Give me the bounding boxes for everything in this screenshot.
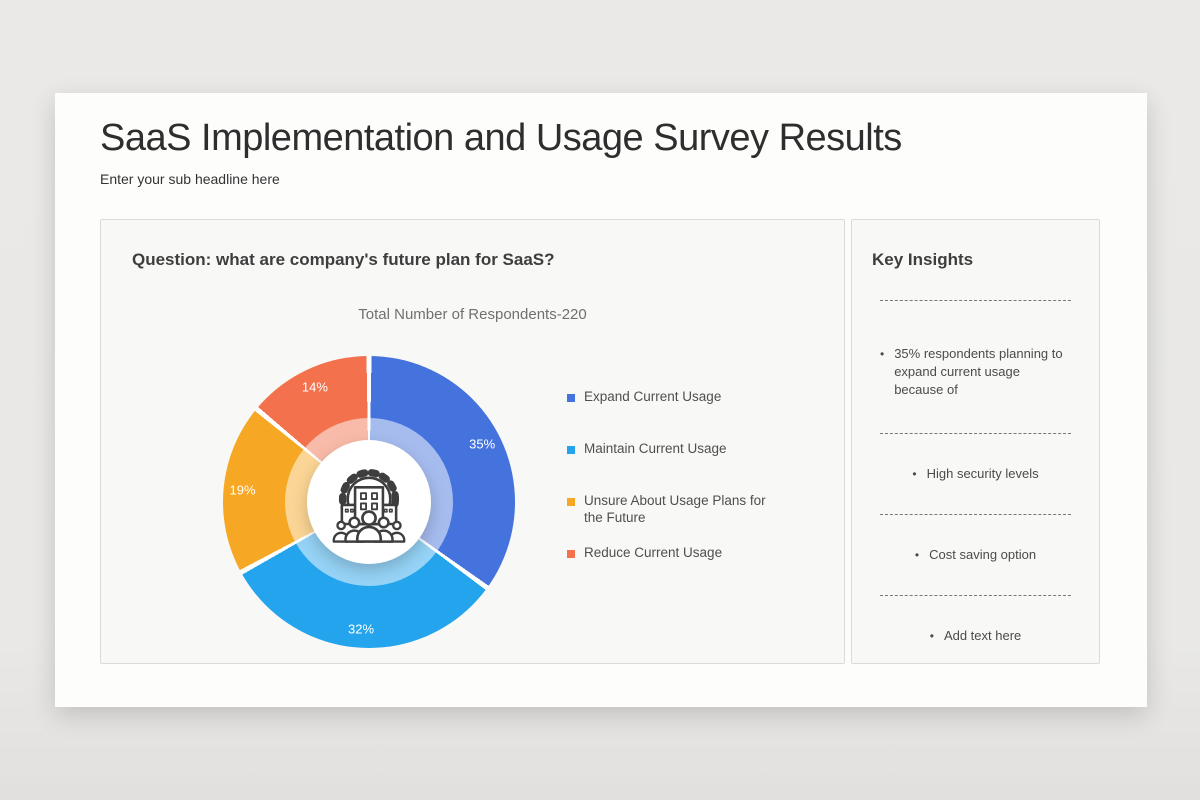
legend-item: Unsure About Usage Plans for the Future bbox=[567, 493, 784, 527]
slide: SaaS Implementation and Usage Survey Res… bbox=[55, 93, 1147, 707]
slide-subtitle: Enter your sub headline here bbox=[100, 171, 280, 187]
survey-question: Question: what are company's future plan… bbox=[132, 250, 555, 269]
survey-chart-panel: Question: what are company's future plan… bbox=[100, 219, 845, 664]
legend-swatch-icon bbox=[567, 446, 575, 454]
insight-item: • Add text here bbox=[880, 627, 1071, 645]
key-insights-list: • 35% respondents planning to expand curr… bbox=[872, 300, 1079, 676]
organization-gear-people-icon bbox=[329, 469, 409, 546]
insight-item: • Cost saving option bbox=[880, 546, 1071, 564]
legend-item: Reduce Current Usage bbox=[567, 545, 722, 562]
key-insights-panel: Key Insights • 35% respondents planning t… bbox=[851, 219, 1100, 664]
donut-segment-label: 35% bbox=[469, 436, 496, 452]
legend-label: Maintain Current Usage bbox=[584, 441, 727, 456]
donut-segment-label: 14% bbox=[301, 379, 328, 395]
legend-swatch-icon bbox=[567, 498, 575, 506]
insight-text: Add text here bbox=[943, 627, 1022, 643]
legend-label: Unsure About Usage Plans for the Future bbox=[584, 493, 766, 525]
insight-text: 35% respondents planning to expand curre… bbox=[894, 346, 1063, 398]
insight-item: • High security levels bbox=[880, 465, 1071, 483]
insight-text: High security levels bbox=[926, 465, 1039, 481]
legend-label: Reduce Current Usage bbox=[584, 545, 723, 560]
legend-swatch-icon bbox=[567, 550, 575, 558]
dashed-divider bbox=[880, 432, 1071, 434]
donut-segment-label: 32% bbox=[348, 621, 375, 637]
bullet-point-icon: • bbox=[912, 466, 917, 481]
dashed-divider bbox=[880, 594, 1071, 596]
dashed-divider bbox=[880, 513, 1071, 515]
dashed-divider bbox=[880, 300, 1071, 301]
key-insights-heading: Key Insights bbox=[872, 250, 974, 269]
donut-center-badge bbox=[307, 440, 431, 564]
donut-chart: 35% 32% 19% 14% bbox=[223, 356, 515, 648]
bullet-point-icon: • bbox=[914, 547, 920, 562]
page-title: SaaS Implementation and Usage Survey Res… bbox=[100, 117, 902, 159]
chart-title: Total Number of Respondents-220 bbox=[358, 306, 587, 323]
legend-item: Maintain Current Usage bbox=[567, 441, 727, 458]
donut-segment-label: 19% bbox=[229, 482, 256, 498]
legend-label: Expand Current Usage bbox=[584, 389, 722, 404]
insight-item: • 35% respondents planning to expand curr… bbox=[880, 345, 1071, 400]
legend-item: Expand Current Usage bbox=[567, 389, 721, 406]
insight-text: Cost saving option bbox=[929, 546, 1037, 562]
bullet-point-icon: • bbox=[929, 628, 934, 643]
legend-swatch-icon bbox=[567, 394, 575, 402]
bullet-point-icon: • bbox=[880, 347, 885, 361]
